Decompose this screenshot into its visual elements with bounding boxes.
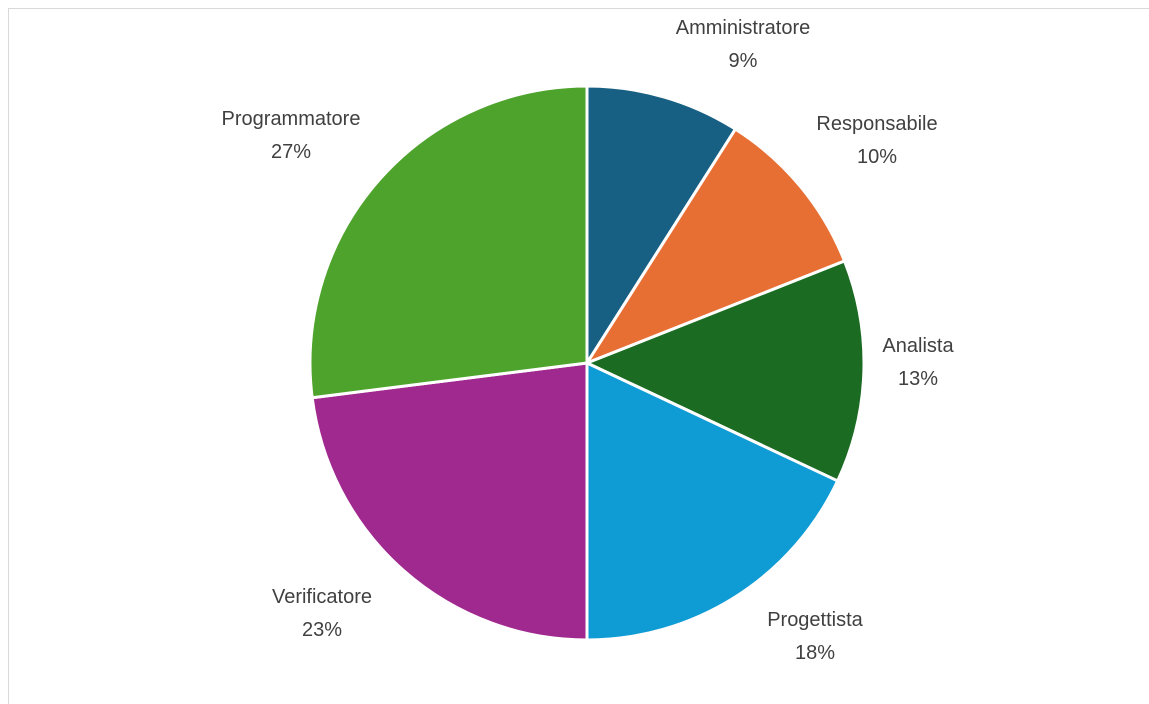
slice-label-programmatore: Programmatore bbox=[222, 108, 361, 130]
slice-percent-progettista: 18% bbox=[795, 642, 835, 664]
pie-slices bbox=[308, 84, 866, 642]
pie-slice-programmatore bbox=[308, 84, 589, 400]
pie-slice-responsabile bbox=[585, 127, 847, 365]
slice-label-responsabile: Responsabile bbox=[816, 113, 937, 135]
slice-percent-programmatore: 27% bbox=[271, 141, 311, 163]
pie-slice-analista bbox=[585, 259, 866, 483]
slice-label-progettista: Progettista bbox=[767, 609, 863, 631]
pie-labels: Amministratore 9% Responsabile 10% Analista 1… bbox=[222, 17, 955, 664]
pie-slice-verificatore bbox=[310, 361, 589, 642]
slice-percent-responsabile: 10% bbox=[857, 146, 897, 168]
slice-label-verificatore: Verificatore bbox=[272, 586, 372, 608]
slice-percent-amministratore: 9% bbox=[729, 50, 758, 72]
slice-percent-analista: 13% bbox=[898, 368, 938, 390]
pie-slice-progettista bbox=[585, 361, 840, 642]
slice-percent-verificatore: 23% bbox=[302, 619, 342, 641]
slice-label-analista: Analista bbox=[882, 335, 954, 357]
pie-slice-amministratore bbox=[585, 84, 737, 365]
slice-label-amministratore: Amministratore bbox=[676, 17, 810, 39]
